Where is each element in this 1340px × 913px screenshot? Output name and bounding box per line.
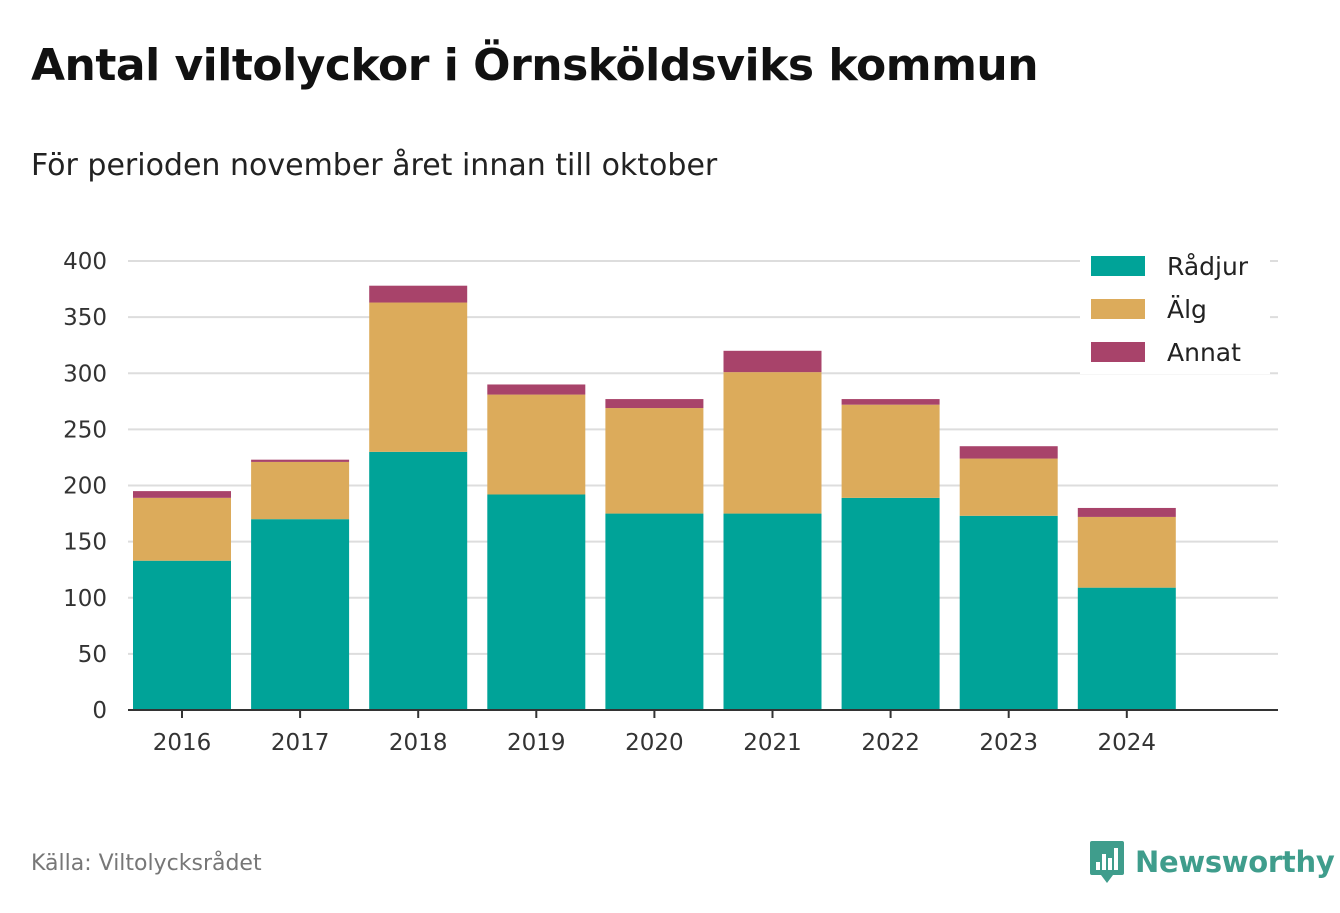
x-tick-label: 2017 bbox=[271, 730, 330, 756]
bar-2020-älg bbox=[605, 408, 704, 514]
x-tick-label: 2024 bbox=[1098, 730, 1157, 756]
bar-2019-annat bbox=[487, 384, 586, 395]
bar-2017-älg bbox=[251, 461, 350, 520]
y-tick-label: 0 bbox=[92, 698, 107, 724]
bar-2016-annat bbox=[133, 491, 231, 498]
x-tick-label: 2018 bbox=[389, 730, 448, 756]
bar-2016-älg bbox=[133, 497, 231, 561]
bar-2018-rådjur bbox=[369, 451, 468, 710]
legend-swatch-rådjur bbox=[1091, 256, 1145, 276]
y-tick-label: 250 bbox=[63, 417, 107, 443]
legend-label: Älg bbox=[1167, 295, 1207, 324]
bar-2019-rådjur bbox=[487, 494, 586, 710]
source-note: Källa: Viltolycksrådet bbox=[31, 851, 262, 876]
bar-2021-älg bbox=[723, 372, 822, 514]
bar-2024-rådjur bbox=[1077, 587, 1176, 710]
bar-2018-älg bbox=[369, 302, 468, 452]
chart-subtitle: För perioden november året innan till ok… bbox=[31, 148, 718, 183]
bar-2021-annat bbox=[723, 350, 822, 373]
x-tick-label: 2019 bbox=[507, 730, 566, 756]
bar-2023-rådjur bbox=[959, 515, 1058, 710]
chart-title: Antal viltolyckor i Örnsköldsviks kommun bbox=[31, 40, 1039, 91]
y-tick-label: 200 bbox=[63, 474, 107, 500]
bar-2022-annat bbox=[841, 399, 940, 405]
y-tick-label: 350 bbox=[63, 305, 107, 331]
axes: 0 50 100 150 200 250 300 350 400 2016 2017 2018 2019… bbox=[63, 249, 1278, 756]
bar-2018-annat bbox=[369, 285, 468, 303]
bar-2024-annat bbox=[1077, 507, 1176, 517]
legend-label: Annat bbox=[1167, 338, 1241, 367]
legend-label: Rådjur bbox=[1167, 252, 1249, 281]
bar-2021-rådjur bbox=[723, 513, 822, 710]
y-tick-label: 400 bbox=[63, 249, 107, 275]
brand-name: Newsworthy bbox=[1135, 845, 1335, 879]
y-tick-label: 100 bbox=[63, 586, 107, 612]
x-tick-label: 2020 bbox=[625, 730, 684, 756]
x-tick-label: 2016 bbox=[153, 730, 212, 756]
bars bbox=[133, 285, 1176, 710]
brand-logo: Newsworthy bbox=[1089, 840, 1335, 884]
bar-2023-älg bbox=[959, 458, 1058, 516]
legend-swatch-älg bbox=[1091, 299, 1145, 319]
bar-2017-annat bbox=[251, 459, 350, 462]
y-tick-label: 300 bbox=[63, 361, 107, 387]
bar-2020-rådjur bbox=[605, 513, 704, 710]
x-tick-label: 2023 bbox=[979, 730, 1038, 756]
x-tick-label: 2021 bbox=[743, 730, 802, 756]
bar-2022-älg bbox=[841, 404, 940, 498]
legend: Rådjur Älg Annat bbox=[1080, 246, 1270, 374]
legend-swatch-annat bbox=[1091, 342, 1145, 362]
bar-2020-annat bbox=[605, 399, 704, 409]
bar-2017-rådjur bbox=[251, 519, 350, 710]
bar-2016-rådjur bbox=[133, 560, 231, 710]
y-tick-label: 150 bbox=[63, 530, 107, 556]
bar-2022-rådjur bbox=[841, 497, 940, 710]
y-tick-label: 50 bbox=[78, 642, 107, 668]
x-tick-label: 2022 bbox=[861, 730, 920, 756]
bar-2024-älg bbox=[1077, 516, 1176, 588]
bar-2023-annat bbox=[959, 446, 1058, 459]
newsworthy-logo-icon bbox=[1090, 841, 1124, 883]
bar-2019-älg bbox=[487, 394, 586, 495]
